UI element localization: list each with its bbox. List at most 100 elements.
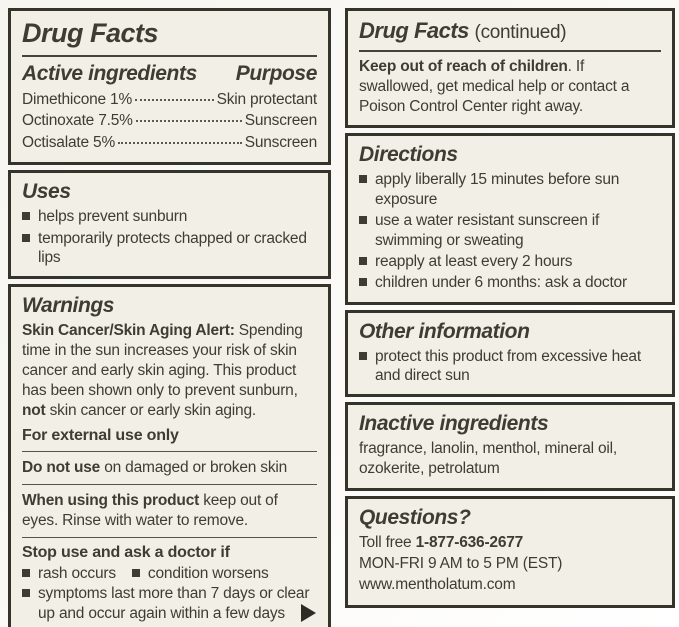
bullet-text: reapply at least every 2 hours [375, 252, 573, 270]
uses-bullets: helps prevent sunburn temporarily protec… [22, 207, 317, 267]
list-item: rash occurs [22, 564, 116, 583]
section-other-information: Other information protect this product f… [345, 309, 675, 398]
title-suffix: (continued) [474, 22, 567, 43]
list-item: reapply at least every 2 hours [359, 252, 661, 271]
inactive-ingredients-heading: Inactive ingredients [359, 412, 549, 436]
bullet-square-icon [359, 216, 367, 225]
toll-free-line: Toll free 1-877-636-2677 [359, 533, 661, 554]
divider [359, 50, 661, 52]
drug-facts-title: Drug Facts [22, 18, 159, 48]
ingredient-rows: Dimethicone 1% Skin protectant Octinoxat… [22, 89, 317, 153]
warnings-heading: Warnings [22, 294, 115, 318]
divider [22, 536, 317, 538]
do-not-use-label: Do not use [22, 459, 101, 477]
ingredient-purpose: Sunscreen [244, 133, 318, 151]
ingredient-row: Dimethicone 1% Skin protectant [22, 89, 317, 110]
bullet-text: protect this product from excessive heat… [375, 347, 641, 385]
bullet-text: temporarily protects chapped or cracked … [38, 229, 307, 266]
bullet-square-icon [359, 175, 367, 184]
bullet-text: apply liberally 15 minutes before sun ex… [375, 171, 620, 208]
list-item: symptoms last more than 7 days or clear … [22, 584, 317, 623]
bullet-square-icon [22, 589, 30, 598]
list-item: temporarily protects chapped or cracked … [22, 229, 317, 268]
bullet-text: symptoms last more than 7 days or clear … [38, 585, 310, 622]
hours-line: MON-FRI 9 AM to 5 PM (EST) [359, 555, 563, 573]
section-uses: Uses helps prevent sunburn temporarily p… [8, 170, 331, 280]
leader-dots [135, 120, 242, 123]
divider [22, 451, 317, 453]
inactive-ingredients-text: fragrance, lanolin, menthol, mineral oil… [359, 440, 618, 478]
ingredient-name: Octinoxate 7.5% [22, 112, 133, 130]
bullet-text: children under 6 months: ask a doctor [375, 274, 627, 292]
bullet-square-icon [22, 233, 30, 242]
list-item: helps prevent sunburn [22, 207, 317, 226]
continued-arrow-icon [301, 604, 316, 622]
section-questions: Questions? Toll free 1-877-636-2677 MON-… [345, 496, 675, 608]
bullet-square-icon [22, 568, 30, 577]
stop-use-bullets: symptoms last more than 7 days or clear … [22, 584, 317, 623]
ingredient-purpose: Skin protectant [216, 91, 318, 108]
bullet-square-icon [131, 568, 140, 577]
phone-number: 1-877-636-2677 [415, 534, 524, 552]
active-ingredients-header: Active ingredients Purpose [22, 62, 317, 89]
list-item: protect this product from excessive heat… [359, 347, 661, 386]
when-using-label: When using this product [22, 492, 200, 510]
leader-dots [118, 141, 242, 144]
questions-heading: Questions? [359, 506, 471, 530]
keep-out-text: . If swallowed, get medical help or cont… [359, 58, 630, 115]
section-directions: Directions apply liberally 15 minutes be… [345, 133, 675, 305]
website-line: www.mentholatum.com [359, 575, 516, 593]
title-text: Drug Facts [359, 18, 469, 43]
skin-cancer-alert: Skin Cancer/Skin Aging Alert: Spending t… [22, 321, 317, 420]
divider [22, 484, 317, 486]
section-warnings: Warnings Skin Cancer/Skin Aging Alert: S… [8, 284, 331, 627]
ingredient-row: Octisalate 5% Sunscreen [22, 132, 317, 153]
alert-not: not [22, 401, 46, 419]
uses-heading: Uses [22, 180, 71, 204]
keep-out-paragraph: Keep out of reach of children. If swallo… [359, 57, 661, 116]
stop-use-inline-bullets: rash occurs condition worsens [22, 564, 317, 583]
ingredient-name: Dimethicone 1% [22, 91, 133, 108]
other-information-bullets: protect this product from excessive heat… [359, 347, 661, 386]
list-item: use a water resistant sunscreen if swimm… [359, 211, 661, 250]
alert-text: Spending time in the sun increases your … [22, 322, 303, 399]
toll-free-label: Toll free [359, 534, 416, 552]
when-using: When using this product keep out of eyes… [22, 491, 317, 531]
alert-label: Skin Cancer/Skin Aging Alert: [22, 322, 235, 340]
section-active-ingredients: Drug Facts Active ingredients Purpose Di… [8, 8, 331, 166]
stop-use-heading: Stop use and ask a doctor if [22, 543, 230, 561]
purpose-heading: Purpose [235, 62, 318, 85]
divider [22, 55, 317, 57]
bullet-square-icon [359, 278, 367, 287]
leader-dots [135, 99, 214, 101]
list-item: apply liberally 15 minutes before sun ex… [359, 170, 661, 209]
directions-bullets: apply liberally 15 minutes before sun ex… [359, 170, 661, 292]
left-column: Drug Facts Active ingredients Purpose Di… [8, 8, 331, 627]
do-not-use-text: on damaged or broken skin [100, 459, 288, 477]
section-inactive-ingredients: Inactive ingredients fragrance, lanolin,… [345, 402, 675, 492]
list-item: children under 6 months: ask a doctor [359, 273, 661, 292]
alert-text-2: skin cancer or early skin aging. [45, 401, 257, 419]
do-not-use: Do not use on damaged or broken skin [22, 458, 317, 478]
keep-out-label: Keep out of reach of children [359, 58, 568, 75]
drug-facts-continued-title: Drug Facts (continued) [359, 18, 661, 48]
bullet-text: rash occurs [38, 564, 116, 582]
bullet-text: condition worsens [147, 564, 269, 582]
bullet-square-icon [359, 256, 367, 265]
active-ingredients-heading: Active ingredients [22, 62, 197, 85]
bullet-square-icon [359, 351, 367, 360]
bullet-square-icon [22, 212, 30, 221]
external-use-heading: For external use only [22, 427, 179, 445]
section-keep-out: Drug Facts (continued) Keep out of reach… [345, 8, 675, 129]
right-column: Drug Facts (continued) Keep out of reach… [345, 8, 675, 608]
list-item: condition worsens [131, 564, 269, 583]
bullet-text: use a water resistant sunscreen if swimm… [375, 212, 600, 249]
when-using-text: keep out of eyes. Rinse with water to re… [22, 492, 278, 530]
ingredient-row: Octinoxate 7.5% Sunscreen [22, 110, 317, 131]
ingredient-purpose: Sunscreen [244, 112, 318, 130]
ingredient-name: Octisalate 5% [22, 133, 116, 151]
other-information-heading: Other information [359, 319, 530, 343]
directions-heading: Directions [359, 143, 458, 167]
bullet-text: helps prevent sunburn [38, 208, 188, 226]
